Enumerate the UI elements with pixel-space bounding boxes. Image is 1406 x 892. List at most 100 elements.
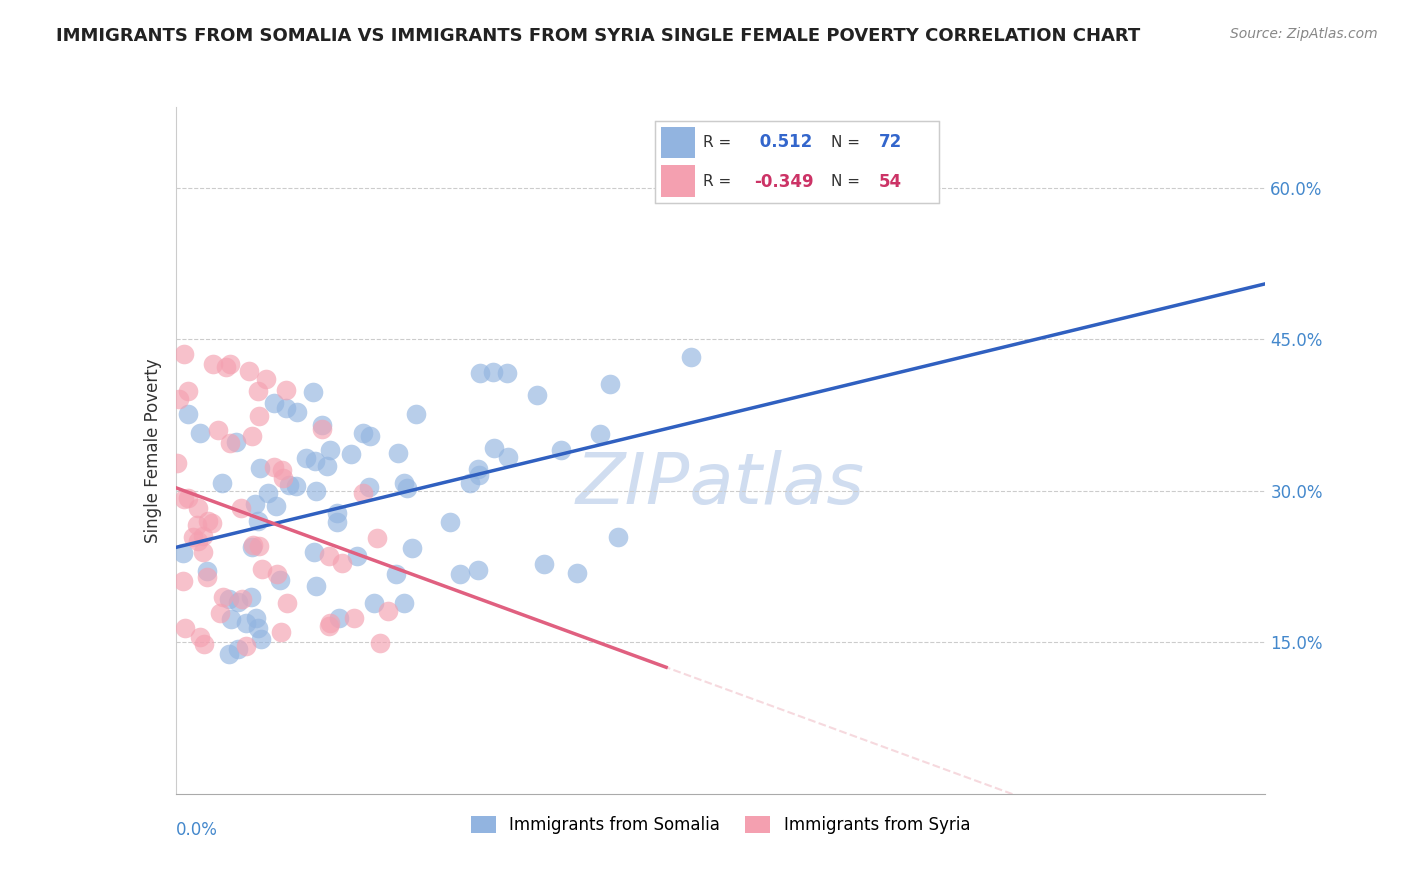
Point	[243, 497, 266, 511]
Point	[201, 516, 224, 531]
Point	[396, 481, 419, 495]
Point	[405, 407, 427, 421]
Point	[240, 540, 263, 554]
Point	[176, 491, 198, 506]
Point	[449, 566, 471, 581]
Point	[246, 514, 269, 528]
Point	[470, 366, 492, 380]
Point	[269, 574, 291, 588]
Point	[301, 385, 323, 400]
Point	[235, 615, 257, 630]
Point	[316, 458, 339, 473]
Point	[359, 480, 381, 494]
Point	[226, 642, 249, 657]
Point	[187, 501, 209, 516]
Point	[343, 611, 366, 625]
Point	[247, 409, 270, 424]
Point	[172, 546, 194, 560]
Point	[252, 561, 274, 575]
Point	[352, 425, 374, 440]
Point	[167, 392, 190, 406]
Point	[270, 625, 292, 640]
Point	[401, 541, 423, 556]
Point	[274, 401, 297, 415]
Text: Source: ZipAtlas.com: Source: ZipAtlas.com	[1230, 27, 1378, 41]
Point	[176, 384, 198, 398]
Point	[467, 563, 489, 577]
Point	[197, 514, 219, 528]
Text: IMMIGRANTS FROM SOMALIA VS IMMIGRANTS FROM SYRIA SINGLE FEMALE POVERTY CORRELATI: IMMIGRANTS FROM SOMALIA VS IMMIGRANTS FR…	[56, 27, 1140, 45]
Point	[326, 515, 349, 529]
Point	[215, 359, 238, 374]
Y-axis label: Single Female Poverty: Single Female Poverty	[143, 359, 162, 542]
Point	[498, 450, 520, 465]
Point	[319, 442, 342, 457]
Point	[219, 612, 242, 626]
Point	[287, 405, 309, 419]
Point	[240, 428, 263, 442]
Point	[526, 388, 548, 402]
Point	[249, 632, 271, 646]
Point	[394, 475, 416, 490]
Point	[285, 479, 308, 493]
Point	[533, 558, 555, 572]
Point	[311, 421, 333, 435]
Point	[482, 365, 505, 379]
Point	[496, 366, 519, 380]
Point	[211, 475, 233, 490]
Point	[311, 417, 333, 432]
Point	[193, 544, 215, 558]
Point	[186, 518, 208, 533]
Point	[239, 590, 262, 604]
Point	[263, 396, 285, 410]
Point	[385, 567, 408, 582]
Point	[187, 534, 209, 549]
Point	[254, 372, 277, 386]
Point	[246, 621, 269, 635]
Point	[219, 357, 242, 371]
Point	[188, 426, 211, 441]
Point	[188, 630, 211, 644]
Point	[195, 564, 218, 578]
Point	[172, 574, 194, 589]
Point	[208, 606, 231, 620]
Point	[550, 443, 572, 458]
Point	[195, 569, 218, 583]
Point	[468, 468, 491, 483]
Point	[276, 596, 298, 610]
Point	[363, 596, 385, 610]
Point	[599, 376, 621, 391]
Point	[247, 384, 270, 399]
Point	[211, 590, 233, 604]
Point	[458, 476, 481, 491]
Point	[681, 350, 703, 364]
Text: 0.0%: 0.0%	[176, 822, 218, 839]
Point	[352, 486, 374, 500]
Point	[340, 447, 363, 461]
Point	[177, 407, 200, 421]
Point	[229, 501, 252, 516]
Point	[264, 499, 287, 513]
Point	[326, 506, 349, 520]
Point	[193, 637, 215, 651]
Point	[242, 537, 264, 551]
Point	[276, 383, 298, 397]
Point	[328, 611, 350, 625]
Point	[359, 428, 381, 442]
Point	[387, 446, 409, 460]
Point	[305, 483, 328, 498]
Point	[218, 592, 240, 607]
Point	[368, 635, 391, 649]
Point	[377, 604, 399, 618]
Point	[439, 515, 461, 529]
Point	[305, 579, 328, 593]
Point	[231, 592, 253, 607]
Point	[318, 619, 340, 633]
Point	[257, 486, 280, 500]
Point	[181, 530, 204, 544]
Point	[245, 611, 267, 625]
Legend: Immigrants from Somalia, Immigrants from Syria: Immigrants from Somalia, Immigrants from…	[464, 809, 977, 840]
Point	[173, 492, 195, 507]
Point	[392, 596, 415, 610]
Point	[330, 556, 353, 570]
